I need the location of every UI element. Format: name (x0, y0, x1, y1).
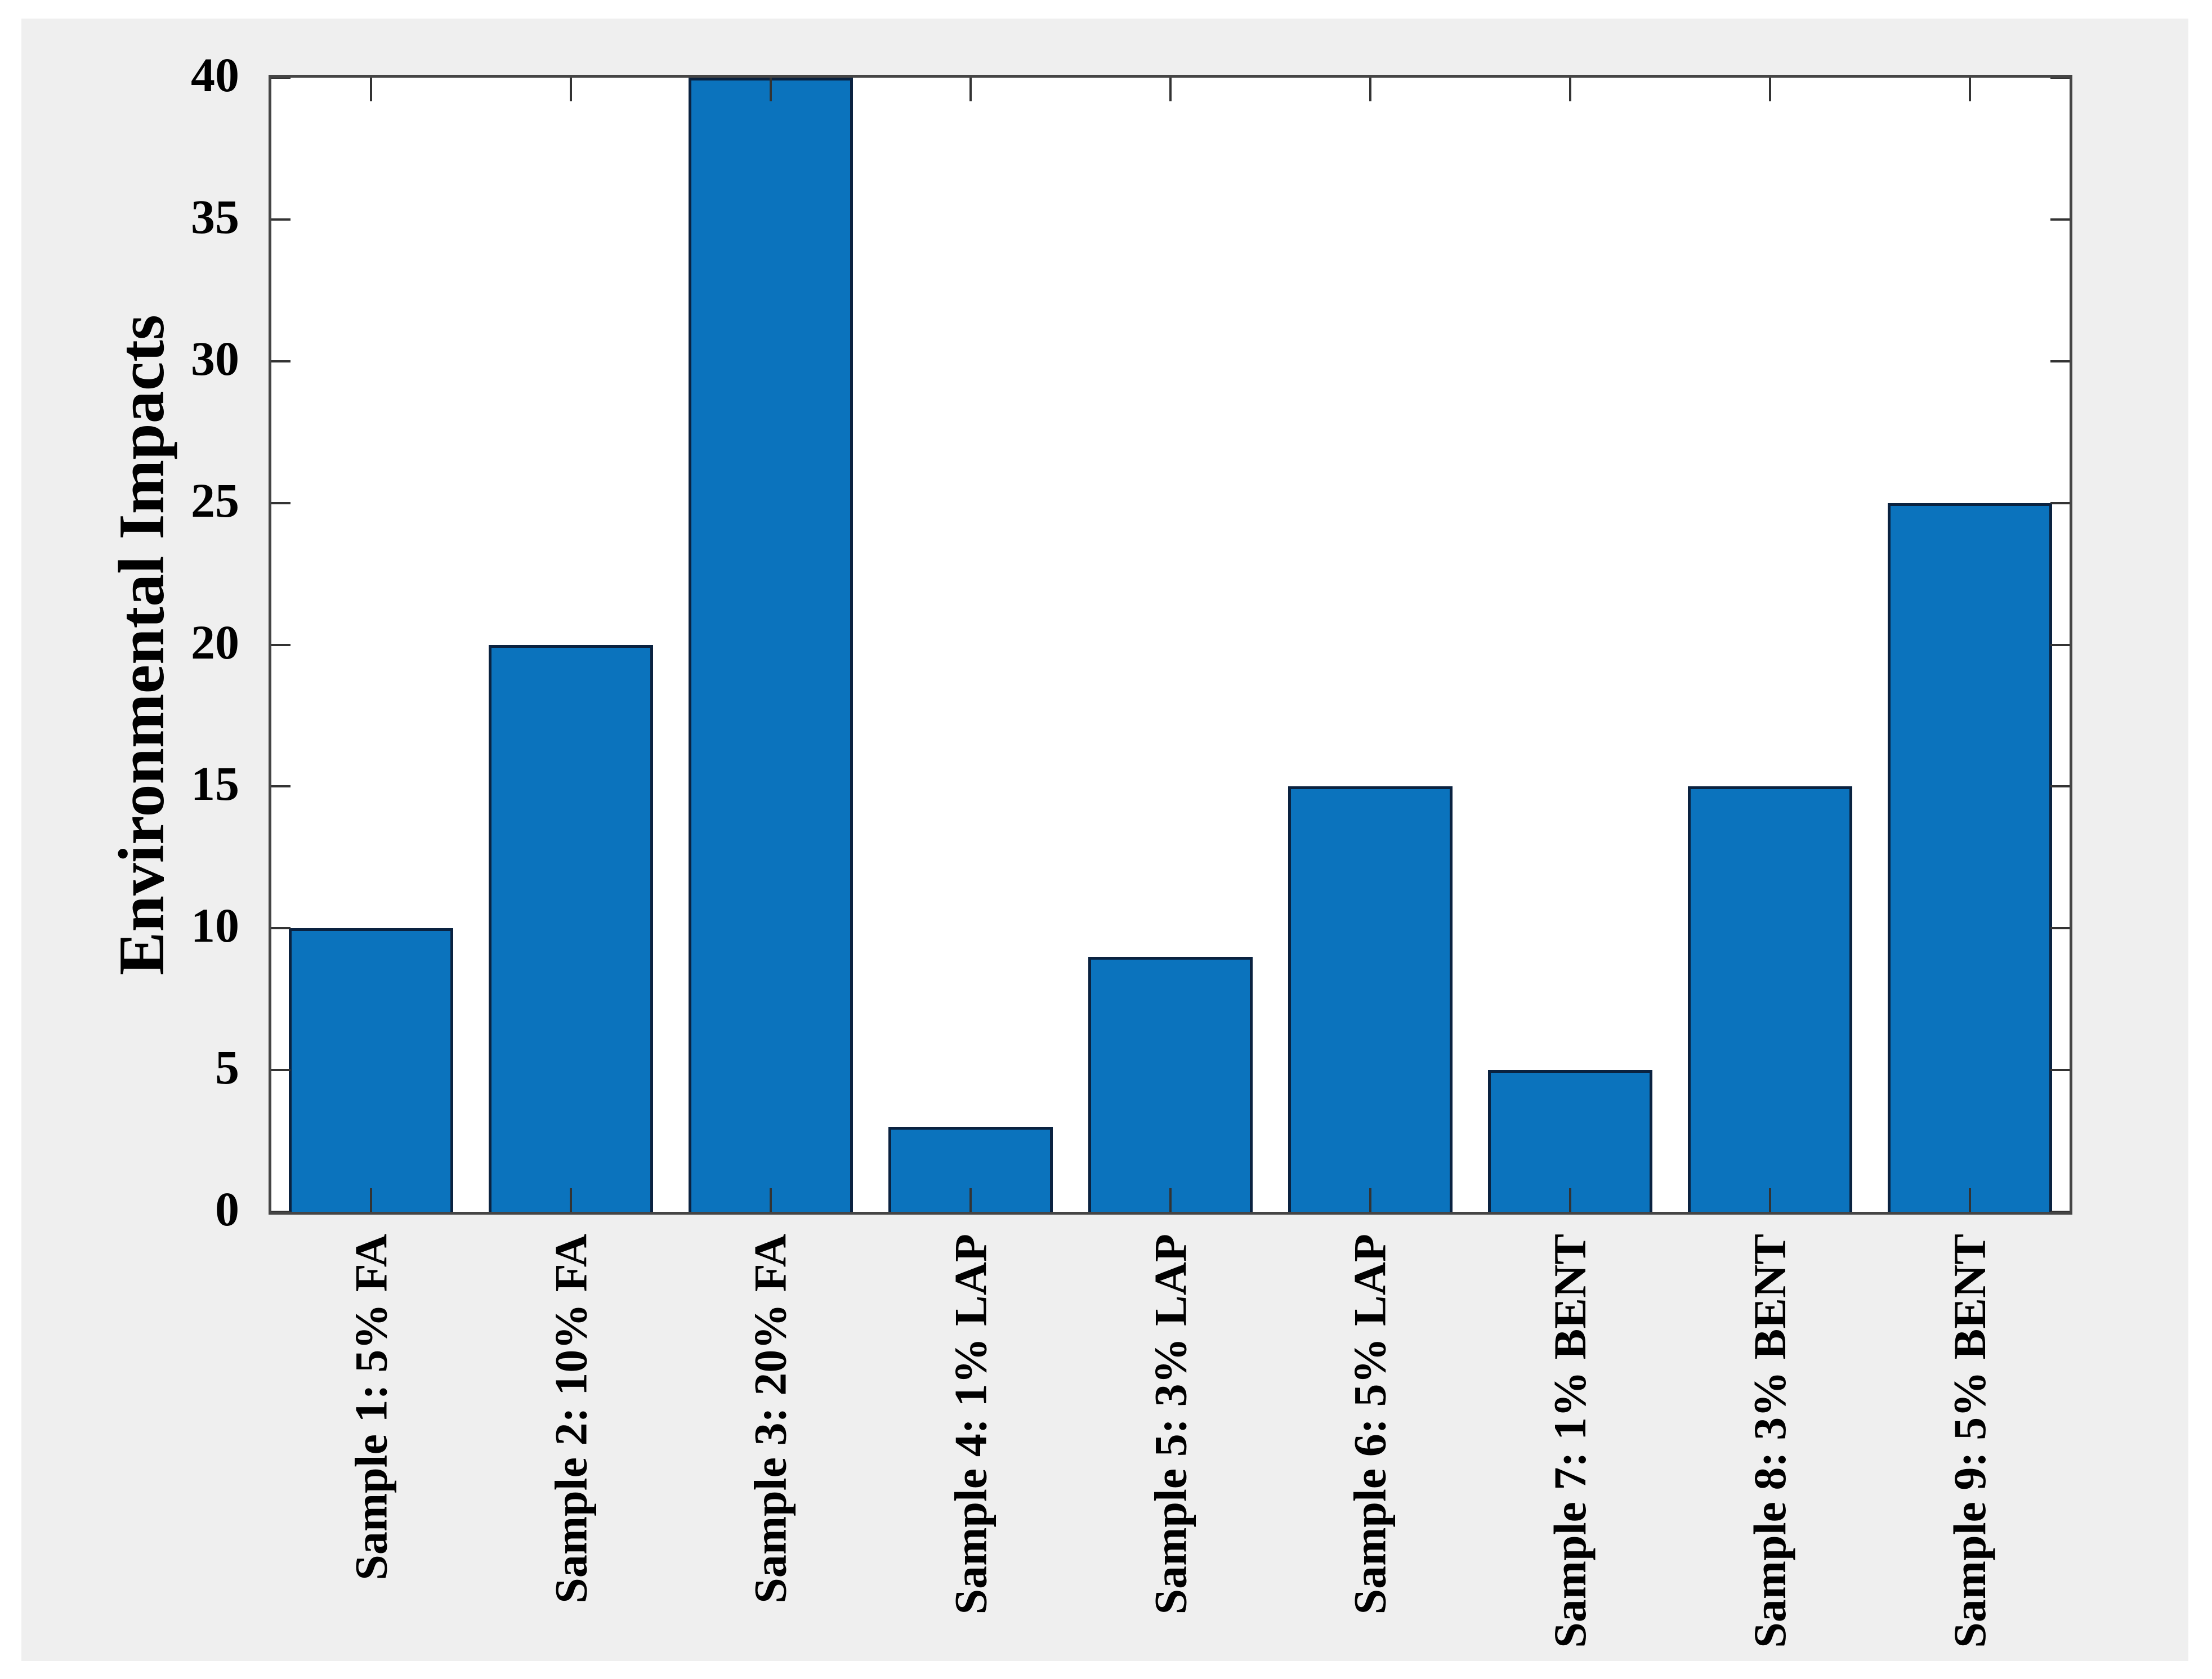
bar-sample-3 (689, 78, 853, 1212)
x-tick-bottom (1369, 1188, 1371, 1212)
x-tick-top (1968, 78, 1971, 101)
x-tick-top (1369, 78, 1371, 101)
x-tick-label-text: Sample 6: 5% LAP (1344, 1234, 1396, 1615)
y-tick-right (2050, 1069, 2070, 1072)
x-tick-bottom (1568, 1188, 1571, 1212)
y-tick-label-30: 30 (191, 331, 239, 386)
y-tick-label-10: 10 (191, 898, 239, 953)
x-tick-top (1169, 78, 1172, 101)
y-tick-label-0: 0 (215, 1182, 239, 1236)
x-tick-label-text: Sample 9: 5% BENT (1943, 1234, 1995, 1648)
x-tick-bottom (969, 1188, 972, 1212)
y-tick-label-20: 20 (191, 615, 239, 669)
x-tick-bottom (1968, 1188, 1971, 1212)
y-tick-left (271, 218, 291, 221)
x-tick-top (770, 78, 772, 101)
x-tick-label-text: Sample 2: 10% FA (545, 1234, 597, 1604)
figure-background: 0 5 10 15 20 25 30 35 40 Sample 1: 5% FA Sample 2:… (21, 19, 2188, 1661)
y-tick-left (271, 1069, 291, 1072)
bar-sample-1 (289, 928, 454, 1212)
bar-sample-2 (489, 644, 654, 1212)
x-tick-top (1568, 78, 1571, 101)
y-tick-left (271, 927, 291, 930)
x-tick-label-text: Sample 1: 5% FA (345, 1234, 397, 1581)
x-tick-bottom (1768, 1188, 1771, 1212)
y-tick-right (2050, 643, 2070, 646)
y-tick-right (2050, 785, 2070, 788)
x-tick-bottom (770, 1188, 772, 1212)
y-tick-label-35: 35 (191, 189, 239, 244)
y-tick-right (2050, 927, 2070, 930)
y-tick-left (271, 643, 291, 646)
x-tick-label-text: Sample 5: 3% LAP (1145, 1234, 1196, 1615)
y-tick-right (2050, 77, 2070, 79)
y-axis-label-text: Environmental Impacts (105, 314, 178, 976)
y-tick-left (271, 502, 291, 504)
x-tick-label-text: Sample 8: 3% BENT (1744, 1234, 1795, 1648)
x-tick-bottom (370, 1188, 373, 1212)
y-tick-label-40: 40 (191, 48, 239, 102)
axes-box (269, 75, 2072, 1215)
x-tick-top (969, 78, 972, 101)
x-tick-top (570, 78, 573, 101)
x-tick-bottom (1169, 1188, 1172, 1212)
x-tick-label-text: Sample 4: 1% LAP (945, 1234, 996, 1615)
y-tick-left (271, 77, 291, 79)
y-tick-right (2050, 218, 2070, 221)
bar-sample-8 (1687, 786, 1852, 1212)
y-tick-right (2050, 360, 2070, 362)
x-tick-bottom (570, 1188, 573, 1212)
y-tick-label-25: 25 (191, 473, 239, 527)
bar-sample-6 (1288, 786, 1453, 1212)
y-tick-left (271, 360, 291, 362)
bar-sample-5 (1088, 956, 1253, 1212)
bar-sample-9 (1887, 503, 2052, 1212)
x-tick-label-text: Sample 3: 20% FA (745, 1234, 797, 1604)
y-tick-label-15: 15 (191, 756, 239, 811)
y-tick-label-5: 5 (215, 1040, 239, 1095)
x-tick-top (370, 78, 373, 101)
x-tick-label-text: Sample 7: 1% BENT (1544, 1234, 1596, 1648)
x-tick-top (1768, 78, 1771, 101)
y-tick-right (2050, 502, 2070, 504)
y-tick-left (271, 785, 291, 788)
y-axis-label: Environmental Impacts (102, 0, 181, 1377)
